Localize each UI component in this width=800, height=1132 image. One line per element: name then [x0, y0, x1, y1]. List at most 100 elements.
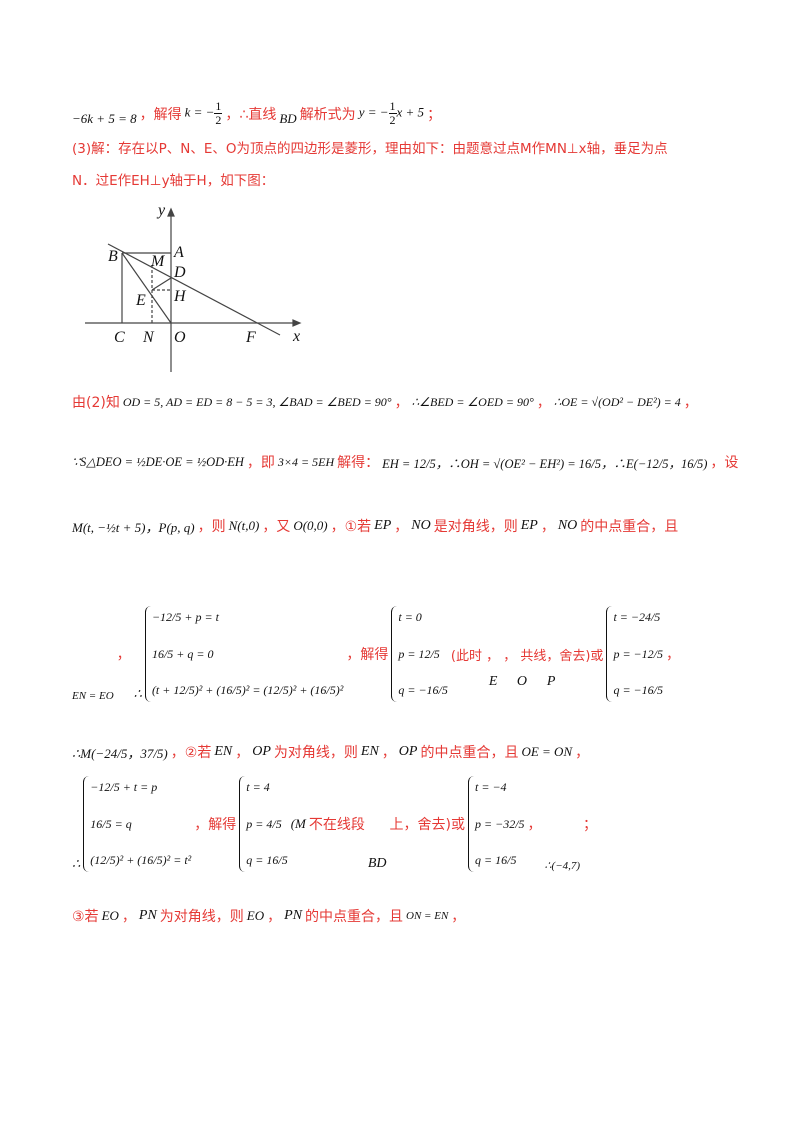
math: BD — [367, 856, 387, 871]
equation: EN = EO — [72, 690, 114, 702]
solution: p = −32/5 — [475, 816, 525, 831]
comma: ， — [683, 395, 698, 411]
system-eq: −12/5 + p = t — [151, 610, 219, 624]
k-label: k = − — [184, 104, 215, 120]
comma: ， — [665, 647, 680, 663]
line-3: N．过E作EH⊥y轴于H，如下图： — [72, 169, 742, 189]
label-H: H — [173, 288, 187, 305]
solution: p = −12/5 — [613, 646, 663, 661]
solution-system: t = 0 p = 12/5 q = −16/5 — [391, 606, 448, 702]
text: 的中点重合，且 — [420, 745, 519, 761]
equation-system: −12/5 + p = t 16/5 + q = 0 (t + 12/5)² +… — [144, 606, 344, 702]
solution: q = 16/5 — [475, 853, 517, 867]
y-label: y = − — [358, 104, 389, 120]
text: 由(2)知 — [72, 395, 120, 411]
equation: 3×4 = 5EH — [277, 454, 335, 469]
math: BD — [279, 111, 297, 126]
label-y: y — [156, 202, 166, 219]
label-D: D — [173, 264, 186, 281]
equation: k = −1 2 — [185, 100, 223, 127]
comma: ， — [394, 519, 409, 535]
text: 上，舍去)或 — [389, 817, 466, 833]
text: ，设 — [710, 455, 739, 471]
label-x: x — [292, 328, 300, 345]
label-M: M — [150, 253, 166, 270]
text: 解析式为 — [299, 106, 356, 123]
line-8: ∴M(−24/5，37/5) ，②若 EN ， OP 为对角线，则 EN ， O… — [72, 742, 742, 762]
comma: ， — [527, 817, 542, 833]
math: OP — [252, 744, 271, 759]
solution-system: t = −4 p = −32/5 q = 16/5 — [468, 776, 525, 872]
math: NO — [557, 518, 578, 533]
equation: ∴M(−24/5，37/5) — [72, 745, 168, 761]
math: EN — [214, 744, 233, 759]
math: O — [516, 673, 528, 689]
equation: ON = EN — [406, 910, 449, 922]
math: EP — [374, 518, 392, 533]
system-eq: (t + 12/5)² + (16/5)² = (12/5)² + (16/5)… — [151, 683, 344, 697]
equation: ∴∠BED = ∠OED = 90° — [411, 394, 534, 409]
equation: ∵S△DEO = ½DE·OE = ½OD·EH — [72, 455, 244, 469]
line-1: −6k + 5 = 8 ，解得 k = −1 2 ，∴直线 BD 解析式为 y =… — [72, 100, 742, 127]
solution: q = −16/5 — [613, 683, 663, 697]
system-eq: 16/5 + q = 0 — [151, 646, 214, 661]
comma: ， — [536, 395, 551, 411]
line-BD — [107, 243, 281, 336]
label-B: B — [108, 248, 118, 265]
label-F: F — [245, 329, 256, 346]
comma: ， — [540, 519, 555, 535]
math: (M — [290, 816, 306, 831]
math: OP — [398, 744, 418, 759]
solution: t = 4 — [246, 780, 270, 794]
math: PN — [138, 908, 157, 923]
label-N: N — [142, 329, 155, 346]
comma: ， — [451, 909, 466, 925]
therefore: ∴ — [133, 686, 142, 701]
text: ，则 — [197, 519, 226, 535]
text: ，解得 — [194, 817, 237, 833]
solution: t = −24/5 — [613, 610, 661, 624]
text: ，①若 — [330, 519, 372, 535]
math: EP — [520, 518, 538, 533]
equation: y = −1 2 x + 5 — [359, 100, 424, 127]
comma: ， — [394, 395, 409, 411]
text: ，又 — [262, 519, 291, 535]
math: E — [488, 673, 498, 689]
equation: N(t,0) — [228, 518, 260, 533]
line-9: ∴ −12/5 + t = p 16/5 = q (12/5)² + (16/5… — [72, 776, 742, 872]
therefore: ∴ — [72, 856, 81, 871]
solution-system: t = 4 p = 4/5 q = 16/5 — [239, 776, 288, 872]
solution: q = −16/5 — [398, 683, 448, 697]
equation-system: −12/5 + t = p 16/5 = q (12/5)² + (16/5)²… — [83, 776, 191, 872]
x-arrow-icon — [292, 319, 302, 327]
label-C: C — [114, 329, 125, 346]
equation: EH = 12/5，∴OH = √(OE² − EH²) = 16/5，∴E(−… — [382, 456, 708, 471]
system-eq: 16/5 = q — [90, 816, 132, 831]
text: ； — [427, 106, 442, 123]
text: ，即 — [246, 455, 275, 471]
label-O: O — [174, 329, 186, 346]
solution: t = 0 — [398, 610, 422, 624]
y-arrow-icon — [167, 207, 175, 217]
text: 不在线段 — [308, 817, 365, 833]
comma: ， — [121, 909, 136, 925]
system-eq: (12/5)² + (16/5)² = t² — [90, 853, 192, 867]
solution: p = 4/5 — [246, 816, 282, 831]
comma: ， — [267, 909, 282, 925]
math: EO — [246, 908, 265, 923]
text: ，∴直线 — [225, 106, 277, 123]
solution: t = −4 — [475, 780, 507, 794]
text: 为对角线，则 — [159, 909, 244, 925]
text: 是对角线，则 — [433, 519, 518, 535]
math: EO — [101, 908, 119, 923]
text: 解得： — [337, 455, 380, 471]
semicolon: ； — [583, 817, 598, 833]
comma: ， — [116, 647, 131, 663]
text: ③若 — [72, 909, 99, 925]
solution: p = 12/5 — [398, 646, 440, 661]
line-10: ③若 EO ， PN 为对角线，则 EO ， PN 的中点重合，且 ON = E… — [72, 906, 742, 926]
line-4: 由(2)知 OD = 5, AD = ED = 8 − 5 = 3, ∠BAD … — [72, 392, 742, 412]
segment-BO — [121, 252, 172, 324]
